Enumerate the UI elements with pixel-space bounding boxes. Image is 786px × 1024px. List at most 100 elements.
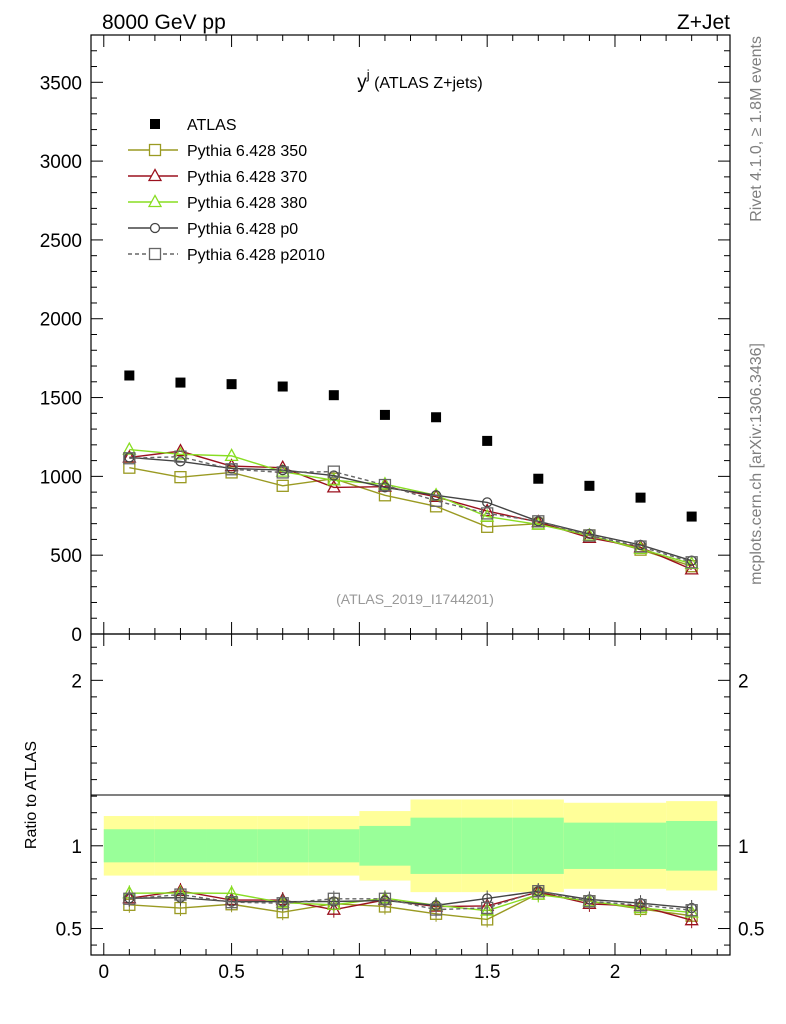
ratio-tick-label-left-1: 1 — [71, 837, 82, 858]
ratio-point-4-8 — [532, 884, 545, 898]
legend-label-4: Pythia 6.428 p2010 — [187, 247, 325, 264]
series-point-4-1 — [174, 450, 187, 463]
ratio-point-4-3 — [276, 897, 289, 910]
x-tick-label-0: 0 — [98, 962, 109, 983]
ratio-tick-label-left-0: 0.5 — [56, 920, 82, 941]
ratio-series-line-4 — [129, 890, 692, 911]
data-point-10 — [635, 492, 646, 503]
series-point-4-5 — [378, 478, 392, 492]
y-tick-label-6: 3000 — [40, 152, 82, 173]
rivet-label: Rivet 4.1.0, ≥ 1.8M events — [748, 36, 765, 222]
legend-marker-2 — [147, 194, 163, 208]
legend-marker-1 — [147, 168, 163, 182]
series-point-4-9 — [583, 529, 596, 542]
series-line-3 — [129, 456, 692, 562]
analysis-watermark: (ATLAS_2019_I1744201) — [336, 591, 494, 607]
mcplots-label: mcplots.cern.ch [arXiv:1306.3436] — [748, 343, 765, 585]
ratio-band-inner-4 — [308, 829, 360, 863]
series-point-1-7 — [480, 503, 495, 517]
chart-title-main: y — [357, 72, 367, 93]
series-point-4-8 — [532, 515, 545, 528]
legend-marker-0 — [148, 143, 162, 157]
ratio-band-inner-6 — [410, 817, 462, 874]
y-tick-label-4: 2000 — [40, 310, 82, 331]
ratio-band-inner-1 — [154, 829, 207, 863]
ratio-axis-label: Ratio to ATLAS — [23, 741, 40, 849]
ratio-tick-label-left-2: 2 — [71, 671, 82, 692]
data-point-6 — [431, 412, 442, 423]
data-point-0 — [124, 370, 135, 381]
series-point-2-7 — [480, 508, 495, 522]
legend-item-4: Pythia 6.428 p2010 — [128, 247, 325, 264]
legend-marker-4 — [148, 247, 162, 261]
ratio-point-4-5 — [378, 892, 392, 905]
x-tick-label-4: 2 — [610, 962, 621, 983]
ratio-band-inner-11 — [666, 820, 718, 871]
legend-label-3: Pythia 6.428 p0 — [187, 221, 298, 238]
series-point-0-1 — [174, 471, 187, 484]
ratio-band-inner-2 — [206, 829, 258, 863]
ratio-tick-label-right-0: 0.5 — [738, 920, 764, 941]
data-point-11 — [686, 511, 697, 522]
series-point-4-11 — [685, 556, 698, 569]
series-point-4-2 — [225, 463, 238, 476]
ratio-tick-label-right-2: 2 — [738, 671, 749, 692]
ratio-band-inner-8 — [512, 817, 564, 874]
ratio-point-1-11 — [684, 912, 699, 926]
chart-title-sup: j — [366, 67, 370, 82]
ratio-point-4-7 — [481, 901, 494, 915]
legend-item-2: Pythia 6.428 380 — [128, 194, 307, 212]
series-point-2-8 — [531, 516, 546, 530]
series-point-4-4 — [327, 465, 340, 478]
legend-label-2: Pythia 6.428 380 — [187, 195, 307, 212]
series-point-4-3 — [276, 466, 289, 479]
header-left-label: 8000 GeV pp — [102, 11, 226, 34]
ratio-point-4-4 — [327, 892, 340, 905]
x-tick-label-2: 1 — [354, 962, 365, 983]
series-point-2-1 — [173, 446, 188, 460]
ratio-point-4-1 — [174, 888, 187, 901]
series-point-1-1 — [173, 443, 188, 457]
data-point-3 — [277, 381, 288, 392]
y-tick-label-5: 2500 — [40, 231, 82, 252]
series-point-3-8 — [533, 516, 544, 527]
ratio-point-4-0 — [123, 892, 136, 905]
x-tick-label-1: 0.5 — [218, 962, 244, 983]
data-point-1 — [175, 377, 186, 388]
header-right-label: Z+Jet — [677, 11, 730, 34]
data-point-7 — [482, 435, 493, 446]
series-point-4-10 — [634, 540, 647, 553]
legend-item-3: Pythia 6.428 p0 — [128, 221, 298, 238]
ratio-point-4-10 — [634, 898, 647, 912]
ratio-point-4-11 — [685, 904, 698, 917]
data-point-9 — [584, 480, 595, 491]
data-point-8 — [533, 473, 544, 484]
y-tick-label-7: 3500 — [40, 73, 82, 94]
legend-item-1: Pythia 6.428 370 — [128, 168, 307, 186]
series-line-1 — [129, 450, 692, 571]
data-point-5 — [379, 409, 390, 420]
legend-marker-data — [150, 119, 160, 129]
ratio-point-4-6 — [429, 903, 443, 916]
chart-title-suffix: (ATLAS Z+jets) — [370, 75, 483, 92]
legend-item-0: Pythia 6.428 350 — [128, 143, 307, 160]
y-tick-label-1: 500 — [50, 546, 82, 567]
legend-item-data: ATLAS — [150, 117, 237, 134]
legend: ATLAS Pythia 6.428 350 Pythia 6.428 370 Pyt… — [128, 117, 325, 264]
ratio-series-line-2 — [129, 892, 692, 914]
y-tick-label-3: 1500 — [40, 389, 82, 410]
ratio-band-inner-10 — [614, 822, 667, 869]
series-point-3-5 — [379, 482, 391, 493]
series-point-2-2 — [224, 448, 239, 462]
ratio-tick-label-right-1: 1 — [738, 837, 749, 858]
y-tick-label-2: 1000 — [40, 467, 82, 488]
legend-label-data: ATLAS — [187, 117, 237, 134]
data-point-2 — [226, 379, 237, 390]
ratio-band-inner-0 — [103, 829, 155, 863]
series-point-0-3 — [276, 479, 289, 492]
legend-marker-3 — [149, 222, 161, 234]
ratio-band-inner-7 — [461, 817, 513, 874]
series-line-0 — [129, 467, 692, 567]
x-tick-label-3: 1.5 — [474, 962, 500, 983]
